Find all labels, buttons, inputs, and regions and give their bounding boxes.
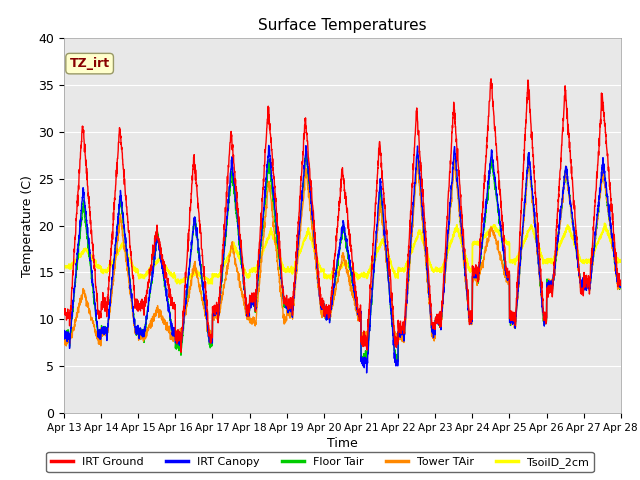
X-axis label: Time: Time: [327, 437, 358, 450]
Text: TZ_irt: TZ_irt: [70, 57, 109, 70]
Y-axis label: Temperature (C): Temperature (C): [21, 175, 34, 276]
Legend: IRT Ground, IRT Canopy, Floor Tair, Tower TAir, TsoilD_2cm: IRT Ground, IRT Canopy, Floor Tair, Towe…: [47, 452, 593, 472]
Title: Surface Temperatures: Surface Temperatures: [258, 18, 427, 33]
